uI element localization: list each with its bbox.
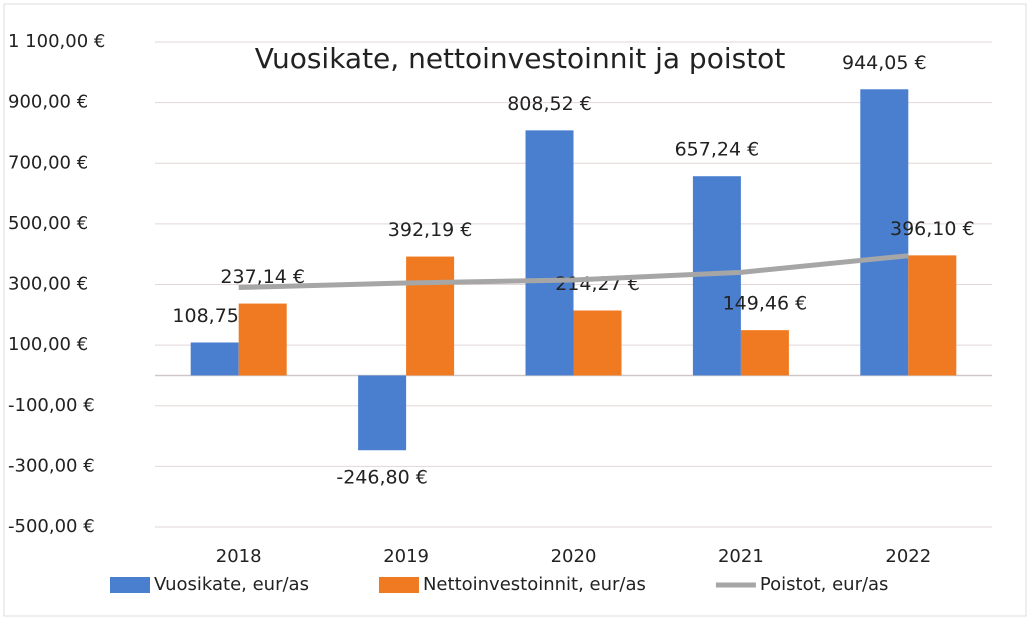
x-tick-label: 2019 <box>383 546 429 567</box>
data-label: 944,05 € <box>842 52 927 74</box>
y-tick-label: 900,00 € <box>8 92 88 113</box>
chart-title: Vuosikate, nettoinvestoinnit ja poistot <box>255 42 786 75</box>
bar <box>908 255 957 376</box>
data-label: 396,10 € <box>890 218 975 240</box>
y-tick-label: -300,00 € <box>8 455 95 476</box>
data-label: -246,80 € <box>336 467 427 489</box>
x-tick-label: 2021 <box>718 546 764 567</box>
y-tick-label: -100,00 € <box>8 395 95 416</box>
data-label: 808,52 € <box>507 93 592 115</box>
bar <box>573 310 622 376</box>
chart-frame <box>3 3 1027 617</box>
legend-swatch <box>110 577 150 593</box>
x-tick-label: 2022 <box>885 546 931 567</box>
data-label: 237,14 € <box>220 266 305 288</box>
legend-swatch <box>378 577 419 593</box>
bar <box>358 375 407 451</box>
y-tick-label: 100,00 € <box>8 334 88 355</box>
legend-label: Vuosikate, eur/as <box>154 574 309 595</box>
x-tick-label: 2020 <box>551 546 597 567</box>
data-label: 657,24 € <box>675 139 760 161</box>
legend-label: Nettoinvestoinnit, eur/as <box>423 574 646 595</box>
y-tick-label: 500,00 € <box>8 213 88 234</box>
data-label: 149,46 € <box>723 293 808 315</box>
data-label: 392,19 € <box>388 219 473 241</box>
y-tick-label: -500,00 € <box>8 516 95 537</box>
y-tick-label: 300,00 € <box>8 274 88 295</box>
legend-label: Poistot, eur/as <box>760 574 889 595</box>
data-label: 108,75 € <box>172 305 257 327</box>
y-tick-label: 1 100,00 € <box>8 31 105 52</box>
x-tick-label: 2018 <box>216 546 262 567</box>
bar <box>406 256 455 376</box>
bar <box>525 130 574 376</box>
line <box>238 253 909 291</box>
bar <box>860 89 909 376</box>
bar <box>190 342 239 376</box>
bar <box>740 330 789 376</box>
bar <box>238 303 287 376</box>
y-tick-label: 700,00 € <box>8 152 88 173</box>
